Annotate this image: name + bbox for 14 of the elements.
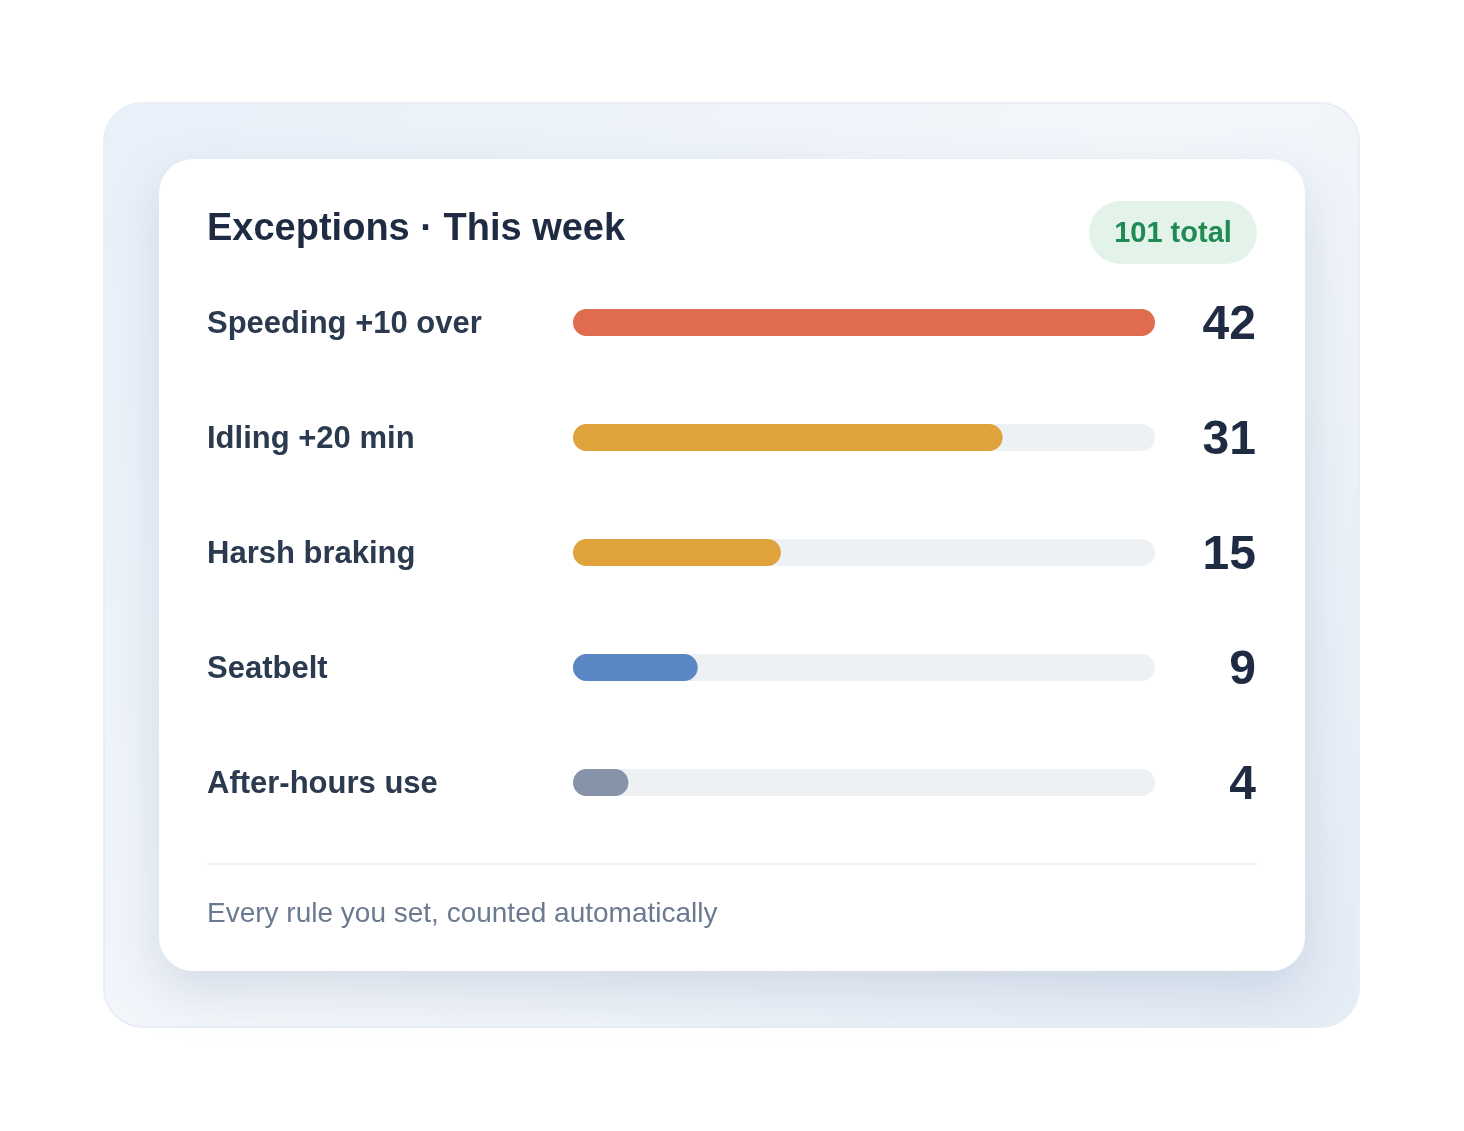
y-tick-label: After-hours use xyxy=(207,764,438,800)
y-tick-label: Seatbelt xyxy=(207,649,328,685)
y-tick-label: Idling +20 min xyxy=(207,419,415,455)
bar xyxy=(573,654,698,681)
text: 101 total xyxy=(1089,201,1257,264)
chart-title: Exceptions · This week xyxy=(207,206,626,249)
y-tick-label: Harsh braking xyxy=(207,534,416,570)
data-label: 15 xyxy=(1202,525,1256,579)
data-label: 42 xyxy=(1202,295,1256,349)
y-tick-label: Speeding +10 over xyxy=(207,304,482,340)
data-label: 9 xyxy=(1229,640,1256,694)
text: Every rule you set, counted automatically xyxy=(207,897,718,929)
data-label: 31 xyxy=(1202,410,1256,464)
data-label: 4 xyxy=(1229,755,1257,809)
